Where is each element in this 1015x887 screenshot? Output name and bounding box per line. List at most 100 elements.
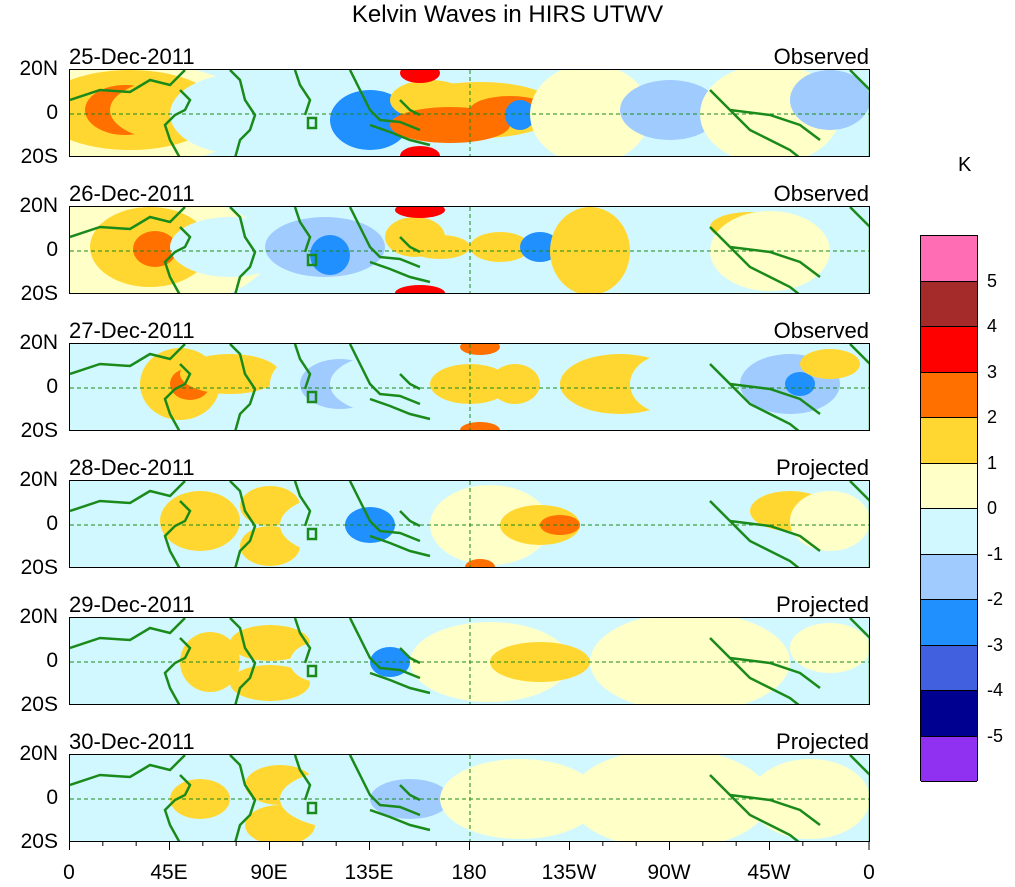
colorbar-segment [921, 645, 977, 691]
anomaly-contour [133, 231, 177, 267]
colorbar-segment [921, 372, 977, 418]
anomaly-contour [290, 642, 350, 682]
panel-date: 28-Dec-2011 [69, 455, 195, 480]
colorbar-level-label: 5 [987, 270, 998, 291]
coastline [849, 207, 869, 293]
anomaly-contour [330, 354, 450, 414]
map-panel [69, 617, 870, 705]
longitude-ticks [69, 842, 870, 850]
coastline [70, 618, 192, 704]
anomaly-contour [160, 491, 240, 551]
coastline [70, 207, 192, 293]
latitude-label: 20N [19, 742, 58, 765]
anomaly-field [70, 755, 869, 841]
panel-status: Projected [776, 729, 869, 754]
colorbar-segment [921, 418, 977, 464]
coastline [293, 618, 318, 678]
anomaly-contour [785, 372, 815, 396]
anomaly-contour [620, 80, 720, 140]
coastline [348, 70, 431, 147]
panel-status: Projected [776, 455, 869, 480]
colorbar-unit: K [958, 154, 972, 176]
coastline [229, 207, 257, 293]
anomaly-contour [470, 232, 530, 262]
latitude-label: 0 [46, 649, 58, 672]
latitude-label: 20S [20, 419, 58, 442]
latitude-label: 0 [46, 786, 58, 809]
coastline [709, 774, 821, 841]
coastline [348, 481, 431, 558]
map-panel [69, 343, 870, 431]
anomaly-contour [750, 759, 869, 839]
anomaly-contour [570, 755, 770, 841]
colorbar-level-label: 0 [987, 498, 998, 518]
anomaly-contour [180, 354, 280, 394]
colorbar-level-label: 4 [987, 316, 998, 336]
anomaly-field [70, 207, 869, 293]
panel-date: 26-Dec-2011 [69, 181, 195, 206]
anomaly-contour [395, 285, 445, 293]
latitude-label: 20N [19, 605, 58, 628]
coastline [70, 344, 192, 430]
longitude-label: 135W [541, 861, 597, 884]
coastline [229, 481, 257, 567]
latitude-label: 20S [20, 282, 58, 305]
colorbar-segment [921, 327, 977, 373]
map-panel [69, 206, 870, 294]
longitude-label: 90E [250, 861, 288, 884]
map-panel [69, 480, 870, 568]
latitude-label: 0 [46, 512, 58, 535]
coastline [348, 207, 431, 284]
colorbar-segment [921, 554, 977, 600]
latitude-label: 20S [20, 830, 58, 853]
coastline [229, 755, 257, 841]
longitude-label: 135E [344, 861, 394, 884]
colorbar-level-label: 3 [987, 361, 998, 382]
longitude-label: 0 [863, 861, 875, 884]
colorbar-segment [921, 600, 977, 646]
anomaly-contour [790, 70, 869, 130]
anomaly-contour [790, 491, 869, 551]
latitude-label: 20N [19, 194, 58, 217]
coastline [849, 344, 869, 430]
anomaly-contour [530, 70, 650, 156]
longitude-label: 180 [451, 861, 487, 884]
panel-status: Observed [773, 181, 869, 206]
anomaly-contour [170, 217, 290, 277]
coastline [849, 70, 869, 156]
coastline [70, 70, 192, 156]
coastline [348, 755, 431, 832]
anomaly-contour [520, 232, 560, 262]
colorbar-level-label: -5 [987, 725, 1004, 746]
latitude-label: 20S [20, 556, 58, 579]
latitude-label: 0 [46, 238, 58, 261]
map-panel [69, 69, 870, 157]
anomaly-field [70, 344, 869, 430]
latitude-label: 20N [19, 331, 58, 354]
map-panel [69, 754, 870, 842]
coastline [348, 344, 431, 421]
colorbar-segment [921, 236, 977, 282]
anomaly-contour [490, 364, 540, 404]
anomaly-contour [790, 623, 869, 673]
coastline [293, 344, 318, 404]
longitude-label: 45E [150, 861, 188, 884]
coastline [709, 89, 821, 156]
anomaly-contour [345, 507, 395, 543]
anomaly-contour [230, 665, 310, 701]
colorbar-level-label: -4 [987, 680, 1004, 700]
colorbar [920, 235, 978, 782]
coastline [293, 755, 318, 815]
anomaly-contour [310, 235, 350, 275]
latitude-label: 20S [20, 145, 58, 168]
coastline [709, 226, 821, 293]
latitude-label: 20N [19, 468, 58, 491]
anomaly-contour [400, 146, 440, 156]
anomaly-contour [590, 618, 790, 704]
colorbar-segment [921, 509, 977, 555]
colorbar-level-label: -2 [987, 589, 1004, 609]
coastline [293, 207, 318, 267]
coastline [229, 618, 257, 704]
coastline [709, 500, 821, 567]
colorbar-segment [921, 281, 977, 327]
